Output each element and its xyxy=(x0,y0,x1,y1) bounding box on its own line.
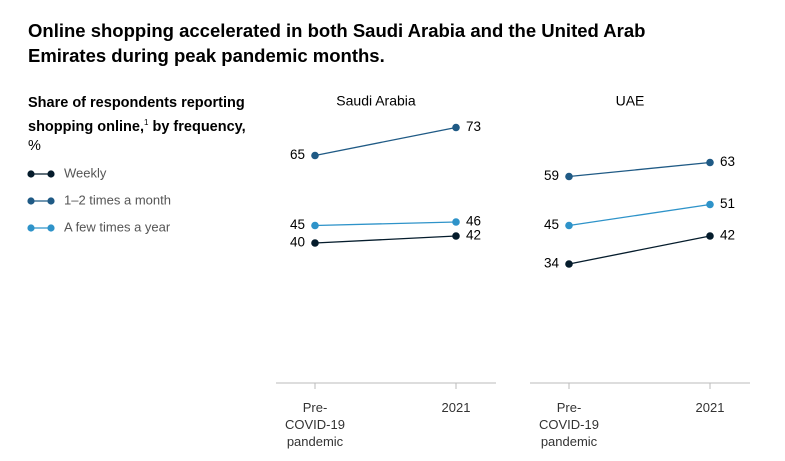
footnote-marker: 1 xyxy=(144,118,149,127)
series-line xyxy=(314,221,457,227)
data-point xyxy=(452,232,460,240)
data-label: 63 xyxy=(720,154,735,169)
legend-marker xyxy=(27,197,35,205)
data-point xyxy=(565,260,573,268)
data-point xyxy=(452,218,460,226)
data-point xyxy=(565,221,573,230)
data-label: 34 xyxy=(544,256,560,271)
data-label: 65 xyxy=(290,147,305,162)
legend-marker xyxy=(47,170,55,178)
x-tick-label: Pre-COVID-19 pandemic xyxy=(285,400,345,449)
data-label: 45 xyxy=(544,217,559,232)
data-label: 59 xyxy=(544,168,559,183)
legend-label: A few times a year xyxy=(64,219,171,234)
data-point xyxy=(311,221,319,230)
data-label: 51 xyxy=(720,196,735,211)
legend-title-text: Share of respondents reporting shopping … xyxy=(28,95,245,135)
data-label: 40 xyxy=(290,235,305,250)
legend-marker xyxy=(27,224,35,232)
data-point xyxy=(311,151,319,160)
legend-label: Weekly xyxy=(64,165,107,180)
series-line xyxy=(568,161,711,178)
series-line xyxy=(568,203,711,227)
legend-title: Share of respondents reporting shopping … xyxy=(28,94,258,156)
series-line xyxy=(568,235,711,265)
data-point xyxy=(452,123,460,132)
data-point xyxy=(706,200,714,209)
series-line xyxy=(314,126,457,157)
legend-unit: % xyxy=(28,137,41,154)
data-label: 46 xyxy=(466,214,481,229)
x-tick-label: 2021 xyxy=(695,400,725,415)
legend-title-text: by frequency, xyxy=(152,118,246,135)
x-tick-label: Pre-COVID-19 pandemic xyxy=(539,400,599,449)
data-label: 45 xyxy=(290,217,305,232)
panel-title: UAE xyxy=(616,93,645,109)
x-tick-label: 2021 xyxy=(441,400,471,415)
panel-title: Saudi Arabia xyxy=(336,93,416,109)
data-point xyxy=(565,172,573,181)
legend-marker xyxy=(47,224,55,232)
data-label: 42 xyxy=(466,228,481,243)
data-point xyxy=(706,232,714,240)
legend-marker xyxy=(27,170,35,178)
page-title: Online shopping accelerated in both Saud… xyxy=(28,20,646,66)
data-point xyxy=(311,239,319,247)
data-label: 73 xyxy=(466,119,481,134)
data-point xyxy=(706,158,714,167)
legend-marker xyxy=(47,197,55,205)
series-line xyxy=(314,235,457,244)
data-label: 42 xyxy=(720,228,735,243)
legend-label: 1–2 times a month xyxy=(64,192,171,207)
